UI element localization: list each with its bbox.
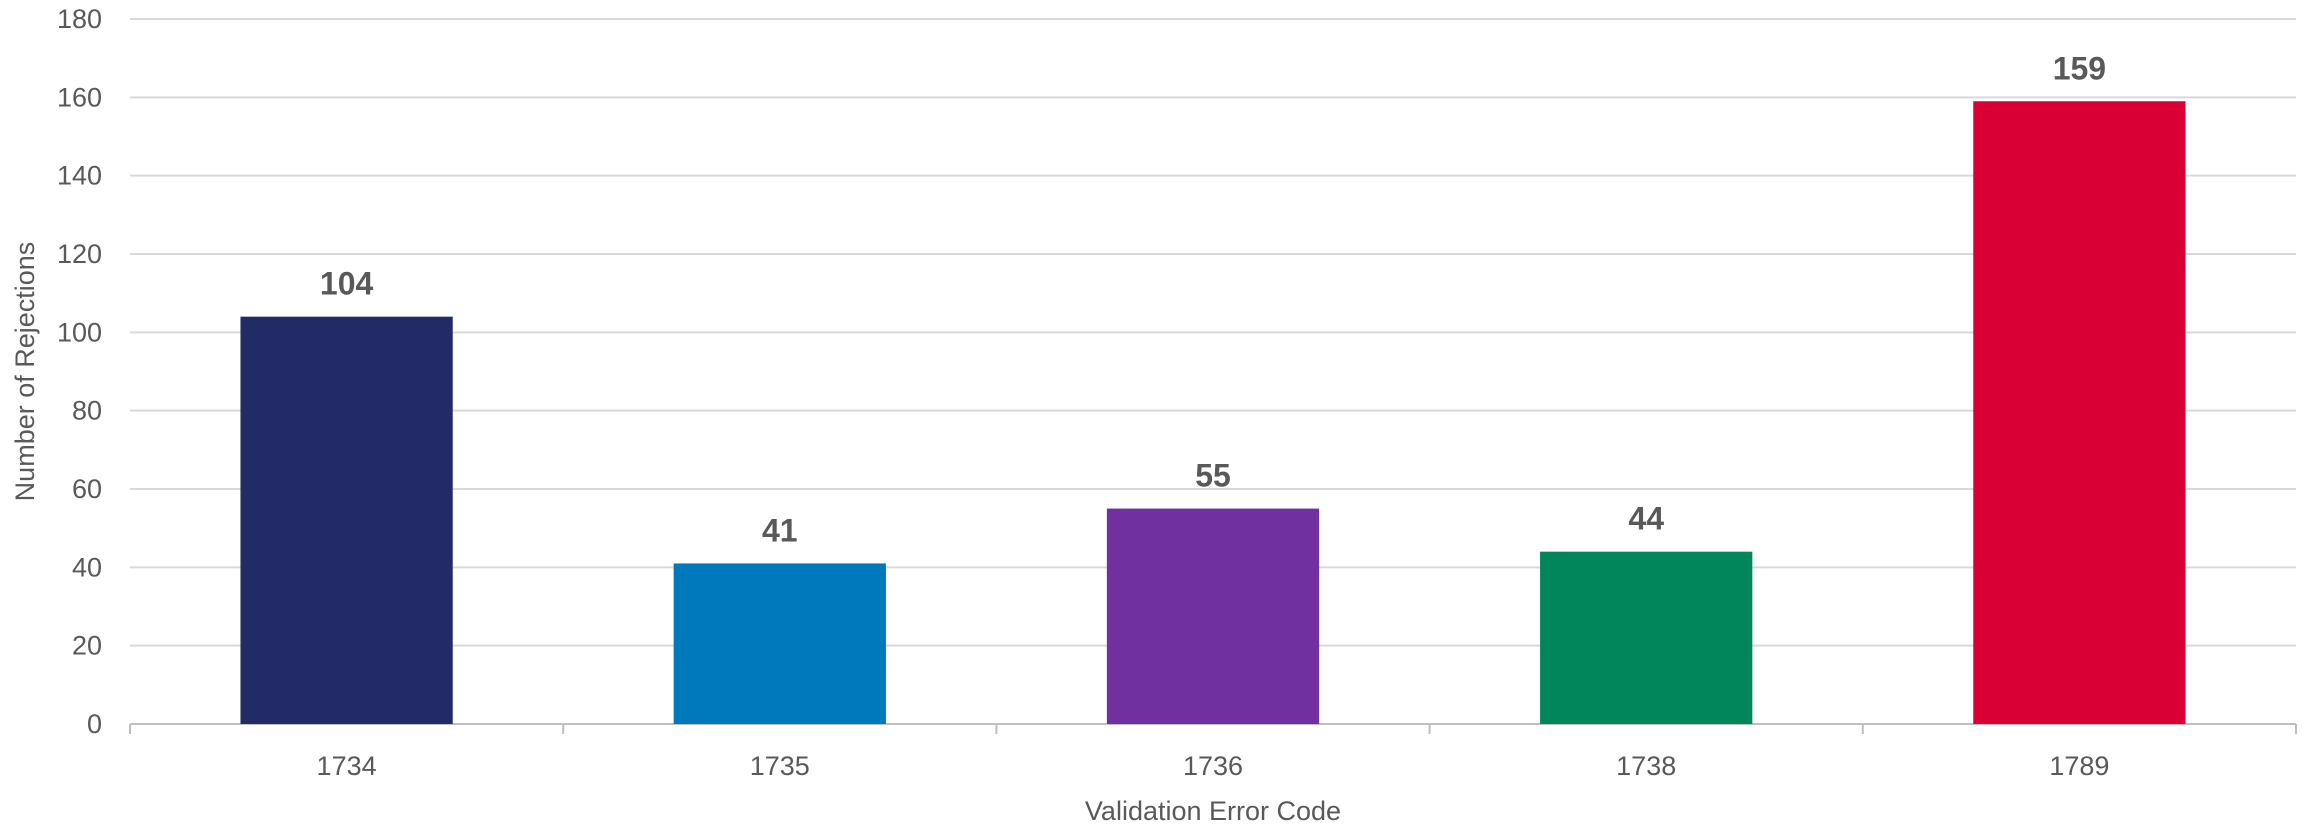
x-axis-title: Validation Error Code [1085, 796, 1341, 826]
y-tick-label: 120 [57, 239, 102, 269]
y-tick-label: 140 [57, 161, 102, 191]
bar [673, 563, 886, 724]
y-axis-title: Number of Rejections [10, 242, 40, 502]
y-tick-label: 0 [87, 709, 102, 739]
bar [1106, 508, 1320, 724]
bar-value-label: 104 [320, 266, 374, 302]
x-tick-label: 1789 [2049, 751, 2109, 781]
bar-value-label: 41 [762, 512, 798, 548]
y-tick-label: 80 [72, 396, 102, 426]
y-tick-label: 180 [57, 4, 102, 34]
x-tick-label: 1735 [750, 751, 810, 781]
y-tick-label: 100 [57, 317, 102, 347]
y-tick-label: 60 [72, 474, 102, 504]
y-tick-label: 160 [57, 82, 102, 112]
bar [1540, 551, 1753, 724]
x-tick-label: 1734 [317, 751, 377, 781]
y-tick-label: 20 [72, 631, 102, 661]
axes: 0 20 40 60 80 100 120 140 160 180 1734 1735 1736 1738… [57, 4, 2297, 781]
data-labels: 104 41 55 44 159 [320, 50, 2106, 548]
y-tick-label: 40 [72, 552, 102, 582]
bar [240, 316, 453, 724]
bar [1973, 101, 2186, 724]
bar-value-label: 44 [1628, 501, 1664, 537]
bars [240, 101, 2186, 724]
x-tick-label: 1738 [1616, 751, 1676, 781]
gridlines [130, 18, 2296, 647]
x-tick-label: 1736 [1183, 751, 1243, 781]
bar-value-label: 159 [2053, 50, 2106, 86]
bar-value-label: 55 [1195, 458, 1231, 494]
